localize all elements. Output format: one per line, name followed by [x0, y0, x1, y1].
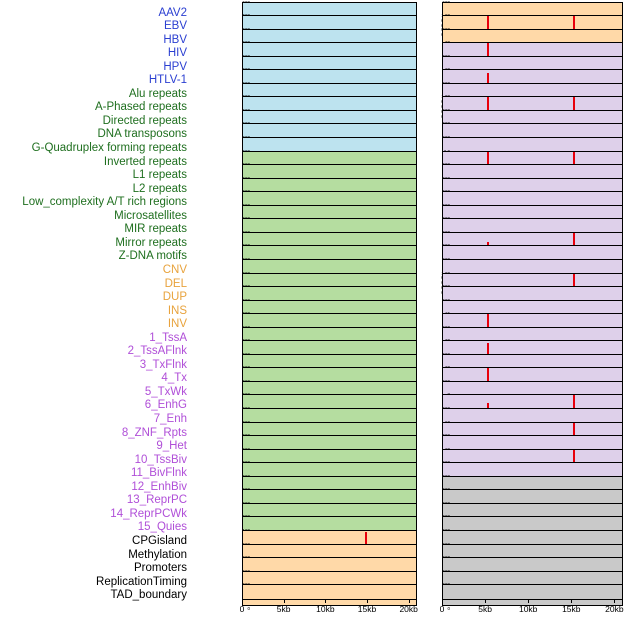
track-label: 2_TssAFlnk — [127, 345, 187, 358]
data-bar — [486, 97, 489, 118]
track-label: Inverted repeats — [103, 155, 187, 168]
x-tick-label: 20kb — [605, 603, 624, 614]
x-tick-mark — [242, 598, 243, 603]
track-label: Mirror repeats — [115, 236, 187, 249]
x-tick-label: 20kb — [399, 603, 418, 614]
track-label: 7_Enh — [153, 413, 187, 425]
data-bar — [486, 73, 489, 91]
track-panel-right — [442, 584, 623, 607]
x-tick-mark — [528, 598, 530, 603]
data-bar — [573, 232, 576, 253]
x-tick-mark — [367, 598, 368, 603]
data-bar — [573, 422, 576, 443]
data-bar — [486, 314, 489, 335]
x-tick-mark — [614, 598, 616, 603]
data-bar — [573, 16, 576, 37]
x-tick-label: 10kb — [518, 603, 538, 614]
track-label: L2 repeats — [132, 182, 187, 195]
data-bar — [486, 43, 489, 64]
track-panel-left — [242, 584, 417, 607]
track-label: DNA transposons — [97, 128, 188, 141]
track-label: Promoters — [133, 562, 187, 575]
track-label: Z-DNA motifs — [118, 250, 187, 263]
data-bar — [573, 151, 576, 172]
x-tick-mark — [325, 598, 327, 603]
track-label: CPGisland — [132, 534, 187, 547]
track-label: 6_EnhG — [144, 399, 187, 412]
track-label: 15_Quies — [137, 521, 187, 534]
track-label: HBV — [163, 33, 187, 46]
axis-line — [242, 598, 417, 600]
track-label: CNV — [162, 263, 187, 276]
track-label: DUP — [162, 291, 187, 304]
track-label: Microsatellites — [114, 209, 187, 222]
track-label: INS — [167, 304, 187, 317]
x-tick-mark — [408, 598, 410, 603]
data-bar — [573, 449, 576, 470]
track-label: 9_Het — [156, 440, 187, 453]
axis-line — [442, 598, 623, 600]
track-label: DEL — [164, 277, 187, 290]
track-label: 14_ReprPCWk — [110, 507, 187, 520]
y-tick-label: 0 — [247, 605, 250, 611]
track-label: Alu repeats — [128, 87, 187, 100]
track-label: INV — [167, 318, 187, 331]
x-tick-mark — [571, 598, 573, 603]
data-bar — [364, 531, 367, 551]
track-label: L1 repeats — [132, 169, 187, 182]
track-label: MIR repeats — [124, 223, 187, 236]
x-tick-mark — [283, 598, 285, 603]
x-axis-right_panel: 0 5kb 10kb 15kb 20kb — [439, 598, 624, 617]
x-tick-label: 5kb — [276, 603, 291, 614]
track-label: Directed repeats — [102, 114, 187, 127]
track-label: Methylation — [128, 548, 187, 561]
data-bar — [486, 16, 489, 37]
x-tick-mark — [485, 598, 487, 603]
track-label: G-Quadruplex forming repeats — [31, 142, 187, 154]
data-bar — [573, 395, 576, 416]
track-label: HPV — [163, 60, 187, 73]
track-label: EBV — [163, 20, 187, 33]
x-tick-label: 10kb — [316, 603, 335, 614]
track-label: 1_TssA — [149, 331, 187, 344]
track-label: 8_ZNF_Rpts — [121, 426, 187, 439]
track-row: TAD_boundary5004003002001000500400300200… — [0, 582, 630, 610]
track-label: 4_Tx — [161, 372, 187, 385]
track-label: 5_TxWk — [144, 385, 187, 398]
x-tick-label: 15kb — [357, 603, 377, 614]
track-label: AAV2 — [158, 6, 187, 19]
track-label: TAD_boundary — [110, 589, 188, 602]
x-axis-left_panel: 0 5kb 10kb 15kb 20kb — [239, 598, 418, 617]
data-bar — [573, 273, 576, 294]
track-label: Low_complexity A/T rich regions — [22, 196, 187, 209]
track-label: ReplicationTiming — [96, 575, 187, 588]
track-label: 13_ReprPC — [126, 494, 187, 507]
x-tick-label: 15kb — [562, 603, 581, 614]
data-bar — [486, 151, 489, 172]
data-bar — [573, 97, 576, 118]
track-label: HIV — [167, 47, 187, 60]
track-label: 3_TxFlnk — [139, 358, 187, 371]
track-label: 10_TssBiv — [134, 453, 187, 466]
data-bar — [486, 343, 489, 362]
track-label: A-Phased repeats — [94, 101, 187, 114]
x-tick-label: 5kb — [478, 603, 492, 614]
x-tick-mark — [442, 598, 443, 603]
y-tick-label: 0 — [447, 605, 450, 611]
x-tick-label: 0 — [239, 603, 245, 614]
x-tick-label: 0 — [439, 603, 445, 614]
track-label: 11_BivFlnk — [130, 467, 187, 480]
track-label: HTLV-1 — [148, 74, 187, 87]
data-bar — [486, 368, 489, 389]
track-label: 12_EnhBiv — [131, 480, 187, 493]
